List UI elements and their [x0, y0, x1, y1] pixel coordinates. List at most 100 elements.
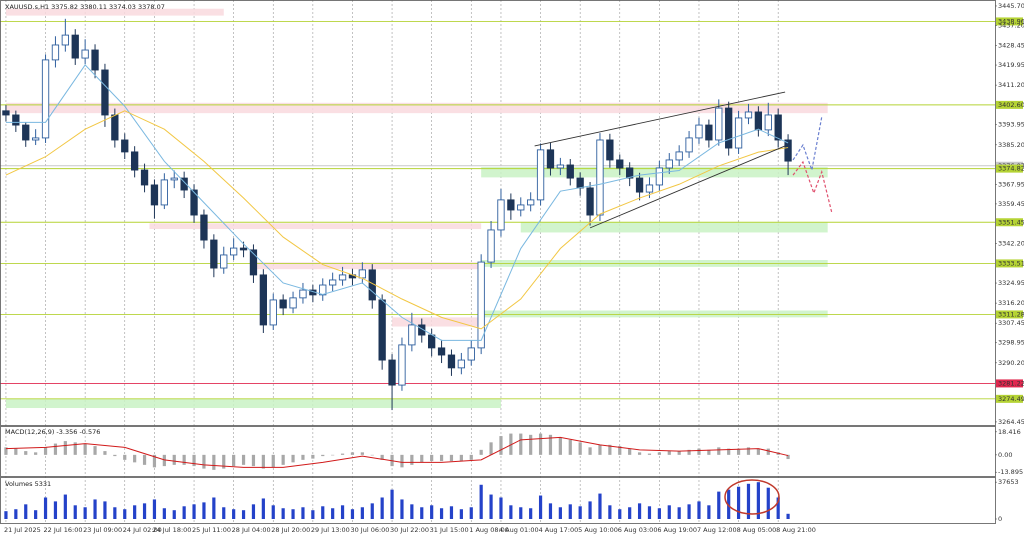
candle-body [31, 137, 40, 141]
bar [222, 507, 226, 519]
bar [469, 507, 473, 519]
x-tick-label: 21 Jul 2025 [4, 526, 41, 534]
bar [667, 505, 671, 519]
candle-body [230, 247, 238, 256]
bar [727, 489, 731, 519]
bar [24, 451, 28, 455]
candle-body [428, 334, 436, 349]
x-tick-label: 28 Jul 04:00 [232, 526, 271, 534]
bar [677, 451, 681, 455]
bar [370, 454, 374, 456]
bar [93, 446, 97, 455]
bar [4, 447, 8, 455]
level-label: 3438.96 [998, 17, 1024, 25]
bar [736, 486, 741, 519]
candle-body [61, 34, 69, 46]
x-tick-label: 8 Aug 05:00 [737, 526, 777, 534]
bar [212, 497, 216, 519]
candle-body [507, 199, 515, 211]
candle-body [81, 49, 89, 59]
candle-body [190, 189, 198, 216]
forecast-path [792, 116, 823, 173]
bar [420, 454, 424, 463]
bar [182, 454, 186, 465]
macd-pane-border [0, 426, 996, 477]
bar [311, 454, 315, 459]
bar [251, 454, 256, 467]
moving-average [5, 64, 789, 341]
bar [43, 497, 48, 519]
candle-body [725, 107, 733, 149]
x-tick-label: 30 Jul 22:00 [390, 526, 429, 534]
volume-title: Volumes 5331 [5, 480, 51, 488]
bar [113, 454, 117, 457]
y-tick-label: 37653 [998, 478, 1019, 486]
x-tick-label: 24 Jul 18:00 [152, 526, 191, 534]
candle-body [744, 111, 753, 119]
bar [370, 503, 374, 519]
volume-highlight [724, 479, 780, 515]
x-tick-label: 22 Jul 16:00 [44, 526, 83, 534]
bar [281, 454, 285, 465]
x-tick-label: 1 Aug 08:00 [469, 526, 509, 534]
bar [677, 507, 681, 519]
y-tick-label: 3411.20 [998, 81, 1024, 89]
bar [133, 454, 137, 463]
bar [439, 454, 444, 462]
bar [618, 509, 622, 519]
bar [400, 499, 404, 519]
zone [481, 167, 828, 178]
bar [162, 508, 166, 519]
bar [350, 452, 355, 455]
candle-body [418, 324, 426, 336]
y-tick-label: 3428.45 [998, 42, 1024, 50]
zone [5, 102, 828, 114]
bar [73, 442, 77, 455]
bar [271, 454, 275, 468]
x-tick-label: 31 Jul 15:00 [430, 526, 469, 534]
candle-body [289, 297, 297, 309]
main-pane-border [0, 0, 996, 426]
bar [172, 454, 176, 465]
candle-body [655, 167, 664, 186]
bar [449, 454, 454, 462]
level-label: 3351.45 [998, 218, 1024, 226]
candle-body [645, 184, 654, 193]
bar [746, 447, 751, 455]
zone [253, 262, 482, 270]
candle-body [626, 167, 634, 179]
bar [14, 448, 18, 455]
bar [24, 504, 28, 519]
y-tick-label: 3359.45 [998, 200, 1024, 208]
chart-title: XAUUSD.s,H1 3375.82 3380.11 3374.03 3378… [5, 3, 165, 11]
level-label: 3311.28 [998, 310, 1024, 318]
bar [271, 505, 275, 519]
candle-body [239, 247, 248, 251]
candle-body [130, 151, 139, 171]
candle-body [527, 199, 535, 206]
x-tick-label: 5 Aug 10:00 [578, 526, 618, 534]
bar [459, 509, 463, 519]
level-label: 3281.22 [998, 379, 1024, 387]
bar [588, 447, 592, 455]
bar [637, 452, 642, 455]
candle-body [606, 139, 614, 161]
trendline [534, 91, 786, 147]
bar [73, 505, 77, 519]
bar [519, 433, 523, 455]
candle-body [734, 117, 743, 149]
candle-body [665, 159, 673, 169]
bar [499, 497, 503, 519]
bar [727, 448, 731, 455]
y-tick-label: 0 [998, 515, 1002, 523]
bar [756, 448, 760, 455]
bar [479, 449, 483, 455]
candle-body [586, 187, 594, 216]
bar [667, 451, 671, 455]
zone [149, 223, 482, 230]
bar [113, 507, 117, 519]
bar [786, 454, 790, 460]
bar [390, 489, 394, 519]
